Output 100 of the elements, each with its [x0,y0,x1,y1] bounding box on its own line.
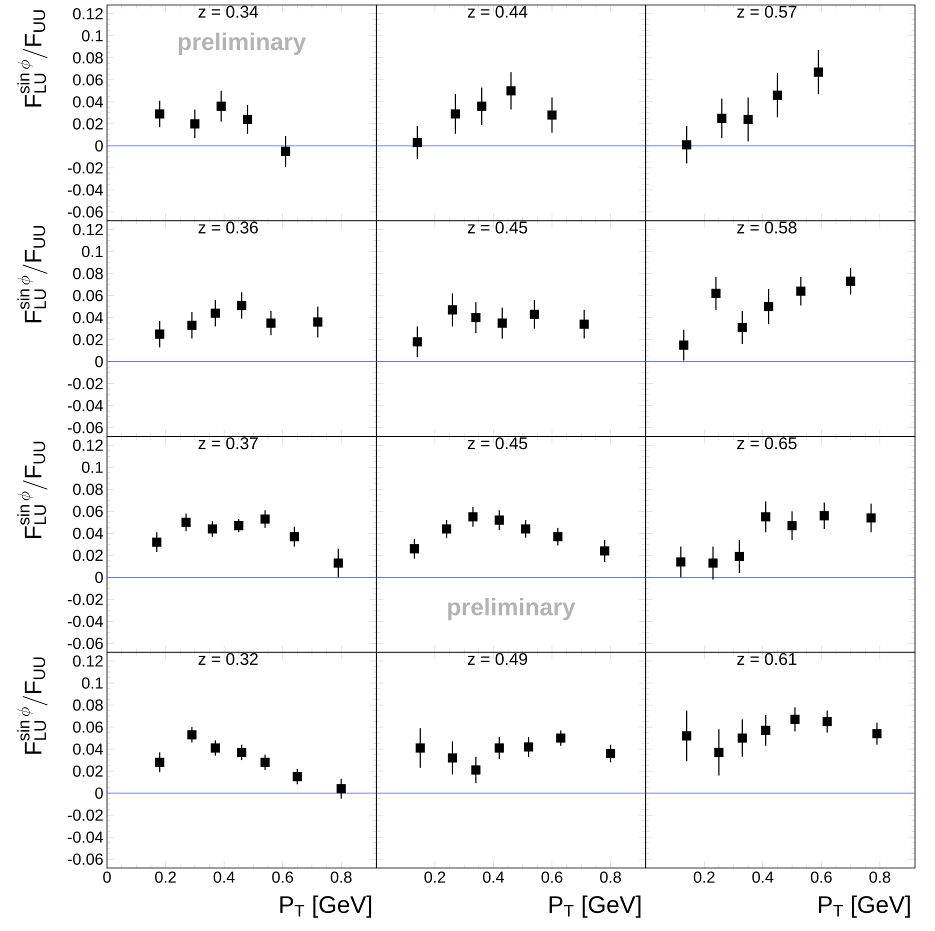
point [210,308,220,318]
y-tick-label: 0.04 [73,528,104,539]
point [216,102,226,111]
point [708,558,718,568]
point [676,557,686,567]
y-tick-label: 0.02 [73,550,103,562]
point [155,330,164,339]
point [290,532,299,542]
point [553,532,562,542]
point [524,742,534,752]
point [521,524,530,534]
point [448,305,458,314]
x-tick-label: 0.8 [869,872,890,883]
y-axis-title: $\mathrm{F}^{\sin\phi}_{\mathrm{LU}}/\mathrm{F}_{\mathrm{UU}}$ [17,226,48,322]
chart-title: z = 0.65 [737,437,797,450]
point [416,743,425,753]
point [822,716,832,726]
point [477,102,486,111]
y-tick-label: 0.02 [73,118,103,130]
point [600,546,610,556]
point [410,544,419,554]
y-tick-label: 0 [95,356,103,368]
point [530,310,540,319]
point [734,552,744,562]
y-tick-label: -0.02 [68,810,103,821]
point [334,558,343,568]
x-tick-label: 0.4 [752,872,774,883]
chart-title: z = 0.37 [198,437,258,450]
point [155,109,164,119]
x-axis-title: P$_{T}$ [GeV] [550,896,640,918]
point [506,86,516,96]
x-tick-label: 0.4 [482,872,504,883]
point [761,512,770,522]
y-tick-label: 0.1 [82,462,103,473]
point [787,521,797,530]
point [237,300,246,310]
y-tick-label: -0.06 [68,422,103,434]
x-tick-label: 0.6 [810,872,832,883]
y-tick-label: 0.06 [73,74,103,86]
y-tick-label: -0.04 [68,184,104,196]
chart-title: z = 0.44 [468,6,528,18]
point [471,313,480,322]
point [772,90,782,100]
point [266,318,276,328]
point [498,318,507,328]
y-axis-title: $\mathrm{F}^{\sin\phi}_{\mathrm{LU}}/\mathrm{F}_{\mathrm{UU}}$ [17,10,48,107]
point [448,753,458,762]
point [606,748,616,758]
point [820,511,829,520]
point [280,146,290,156]
x-axis-title: P$_{T}$ [GeV] [819,896,910,918]
y-tick-label: -0.04 [68,832,104,843]
chart-title: z = 0.45 [468,437,528,450]
point [313,317,322,327]
y-tick-label: 0.08 [73,52,103,64]
point [790,714,800,724]
point [814,68,823,77]
x-tick-label: 0.2 [694,872,715,883]
point [260,758,270,767]
point [738,322,747,332]
point [471,765,480,775]
y-tick-label: 0.08 [73,699,103,711]
point [711,288,721,298]
y-tick-label: 0.12 [73,224,103,236]
point [187,320,196,330]
y-tick-label: 0 [95,572,103,584]
x-axis-title: P$_{T}$ [GeV] [280,896,372,918]
chart-title: z = 0.49 [468,653,528,666]
annotation: preliminary [178,32,306,55]
y-axis-title: $\mathrm{F}^{\sin\phi}_{\mathrm{LU}}/\mathrm{F}_{\mathrm{UU}}$ [17,442,48,538]
y-tick-label: 0.02 [73,765,103,777]
x-tick-label: 0.4 [214,872,235,883]
point [187,730,196,740]
point [761,726,770,735]
point [580,320,589,329]
point [547,110,557,120]
x-tick-label: 0.2 [155,872,176,883]
point [494,743,504,753]
y-tick-label: -0.02 [68,162,103,174]
point [260,514,270,524]
y-tick-label: -0.06 [68,854,103,865]
y-tick-label: 0.12 [73,440,103,451]
x-tick-label: 0.8 [600,872,621,883]
point [468,512,478,522]
y-tick-label: 0.06 [73,721,103,733]
point [846,276,856,286]
y-tick-label: 0.12 [73,655,103,667]
y-tick-label: -0.06 [68,638,103,650]
chart-title: z = 0.34 [198,6,258,18]
y-tick-label: 0.1 [82,677,103,689]
point [556,734,566,743]
point [292,772,302,782]
y-tick-label: 0.06 [73,506,103,517]
point [412,138,422,148]
y-tick-label: -0.02 [68,378,103,390]
point [190,119,200,128]
point [682,731,692,740]
x-tick-label: 0.6 [272,872,294,883]
annotation: preliminary [448,598,576,620]
point [682,140,692,150]
